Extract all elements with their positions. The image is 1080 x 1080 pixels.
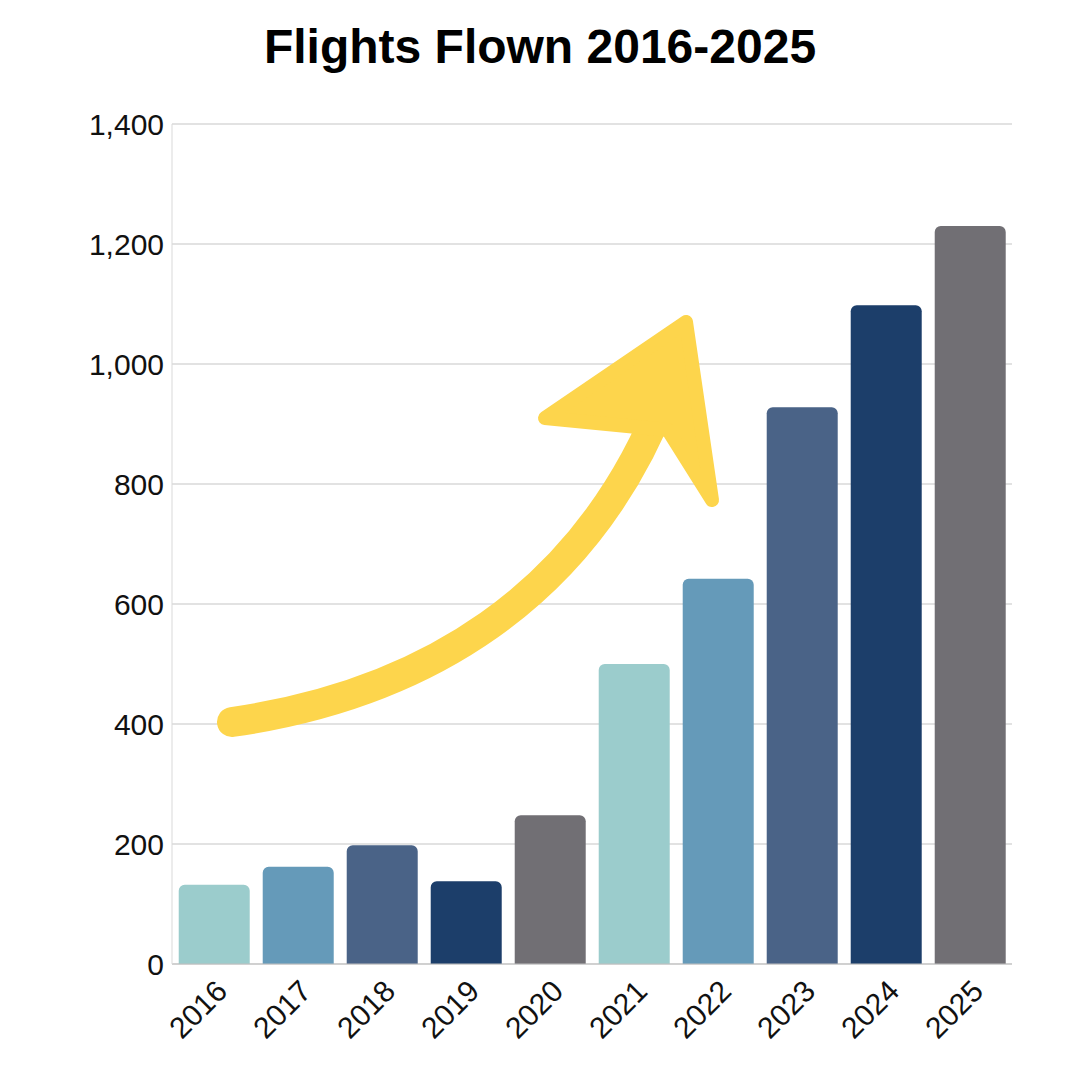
svg-text:2017: 2017 xyxy=(247,974,318,1045)
svg-text:2022: 2022 xyxy=(667,974,738,1045)
svg-text:800: 800 xyxy=(114,468,164,501)
svg-text:200: 200 xyxy=(114,828,164,861)
svg-text:2025: 2025 xyxy=(919,974,990,1045)
svg-text:400: 400 xyxy=(114,708,164,741)
svg-text:2020: 2020 xyxy=(499,974,570,1045)
svg-text:2021: 2021 xyxy=(583,974,654,1045)
svg-text:2023: 2023 xyxy=(751,974,822,1045)
svg-text:2018: 2018 xyxy=(331,974,402,1045)
svg-text:2024: 2024 xyxy=(835,974,906,1045)
svg-text:1,000: 1,000 xyxy=(89,348,164,381)
svg-text:0: 0 xyxy=(147,948,164,981)
svg-text:2016: 2016 xyxy=(163,974,234,1045)
svg-text:1,200: 1,200 xyxy=(89,228,164,261)
svg-text:2019: 2019 xyxy=(415,974,486,1045)
svg-text:600: 600 xyxy=(114,588,164,621)
svg-text:1,400: 1,400 xyxy=(89,108,164,141)
html-text:Flights Flown 2016-2025: Flights Flown 2016-2025 xyxy=(263,20,817,73)
